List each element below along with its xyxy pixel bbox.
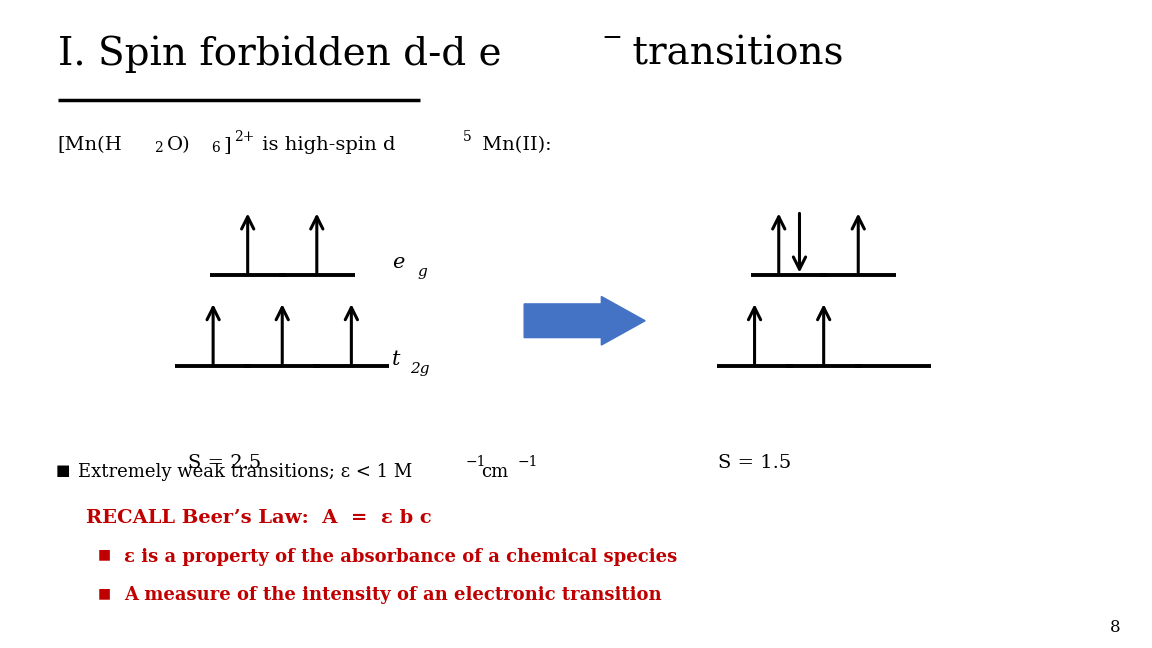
Text: I. Spin forbidden d-d e: I. Spin forbidden d-d e <box>58 36 501 73</box>
Text: ]: ] <box>223 136 232 154</box>
Text: e: e <box>392 253 404 272</box>
Text: −: − <box>601 27 622 50</box>
Text: cm: cm <box>482 463 509 481</box>
Text: −1: −1 <box>517 455 538 469</box>
Text: ■: ■ <box>55 463 69 478</box>
Text: transitions: transitions <box>620 36 843 73</box>
Text: RECALL Beer’s Law:  A  =  ε b c: RECALL Beer’s Law: A = ε b c <box>86 509 432 527</box>
Text: −1: −1 <box>465 455 486 469</box>
Text: 2+: 2+ <box>234 130 255 144</box>
Text: Extremely weak transitions; ε < 1 M: Extremely weak transitions; ε < 1 M <box>78 463 412 481</box>
Text: g: g <box>417 264 426 279</box>
Text: t: t <box>392 350 400 369</box>
Text: [Mn(H: [Mn(H <box>58 136 122 154</box>
Text: 2: 2 <box>154 141 164 156</box>
Text: 6: 6 <box>211 141 220 156</box>
Text: S = 1.5: S = 1.5 <box>718 454 791 472</box>
FancyArrow shape <box>524 297 645 345</box>
Text: 2g: 2g <box>410 362 430 376</box>
Text: 5: 5 <box>463 130 472 144</box>
Text: S = 2.5: S = 2.5 <box>188 454 262 472</box>
Text: Mn(II):: Mn(II): <box>476 136 552 154</box>
Text: O): O) <box>167 136 191 154</box>
Text: ε is a property of the absorbance of a chemical species: ε is a property of the absorbance of a c… <box>124 548 677 566</box>
Text: ■: ■ <box>98 586 111 601</box>
Text: A measure of the intensity of an electronic transition: A measure of the intensity of an electro… <box>124 586 662 605</box>
Text: ■: ■ <box>98 548 111 562</box>
Text: 8: 8 <box>1111 619 1121 636</box>
Text: is high-spin d: is high-spin d <box>256 136 395 154</box>
